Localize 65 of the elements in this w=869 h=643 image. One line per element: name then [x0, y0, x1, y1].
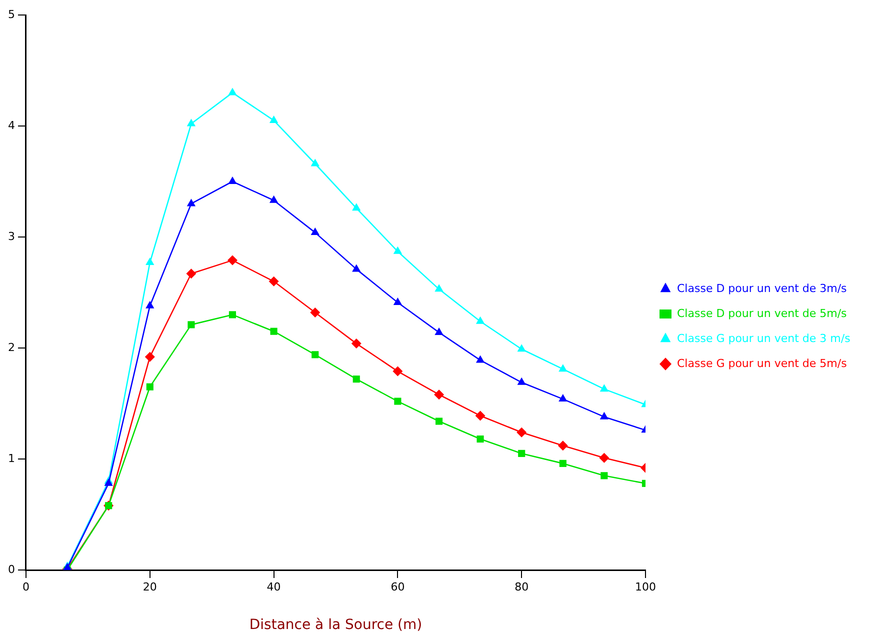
legend-label: Classe D pour un vent de 5m/s: [677, 306, 848, 320]
point: [144, 352, 155, 362]
point: [270, 328, 278, 335]
point: [352, 203, 361, 211]
x-tick-label: 40: [266, 580, 281, 594]
point: [435, 418, 443, 425]
x-tick-label: 100: [635, 580, 656, 594]
point: [186, 198, 196, 206]
y-tick-label: 5: [8, 8, 15, 21]
point: [599, 452, 610, 463]
point: [600, 384, 609, 392]
point: [228, 176, 237, 184]
y-tick-label: 1: [8, 452, 15, 465]
point: [476, 355, 485, 363]
x-axis-title: Distance à la Source (m): [249, 617, 422, 634]
y-tick-label: 0: [8, 562, 15, 576]
x-tick-label: 80: [514, 580, 529, 594]
point: [434, 284, 444, 292]
point: [352, 376, 360, 383]
point: [310, 228, 320, 236]
point: [434, 327, 444, 335]
y-tick-label: 4: [8, 118, 15, 132]
point: [600, 472, 608, 480]
legend-label: Classe G pour un vent de 5m/s: [677, 356, 848, 370]
point: [312, 351, 319, 358]
point: [392, 366, 403, 376]
point: [516, 427, 527, 438]
point: [186, 268, 196, 279]
point: [475, 410, 486, 421]
point: [269, 115, 278, 123]
point: [186, 118, 196, 126]
point: [228, 311, 236, 318]
point: [476, 316, 485, 324]
point: [227, 255, 238, 266]
point: [393, 297, 402, 305]
x-tick-label: 0: [22, 580, 30, 594]
point: [228, 88, 237, 96]
point: [393, 246, 402, 254]
x-tick-label: 20: [142, 580, 157, 594]
legend-label: Classe G pour un vent de 3 m/s: [677, 332, 851, 345]
point: [352, 264, 361, 272]
point: [188, 321, 195, 328]
point: [559, 460, 566, 467]
y-tick-label: 2: [8, 340, 15, 354]
point: [517, 344, 526, 352]
point: [600, 412, 609, 420]
legend-label: Classe D pour un vent de 3m/s: [677, 282, 848, 295]
point: [558, 440, 568, 451]
point: [394, 398, 402, 405]
point: [517, 377, 526, 385]
point: [476, 435, 484, 443]
point: [146, 383, 154, 390]
point: [310, 307, 320, 318]
point: [518, 450, 526, 457]
point: [558, 394, 568, 402]
point: [146, 258, 154, 266]
point: [269, 195, 278, 203]
point: [558, 364, 568, 372]
y-tick-label: 3: [8, 230, 15, 243]
point: [351, 338, 362, 349]
point: [268, 276, 279, 286]
x-tick-label: 60: [390, 580, 405, 594]
point: [146, 300, 154, 308]
point: [310, 158, 320, 166]
point: [434, 390, 444, 400]
